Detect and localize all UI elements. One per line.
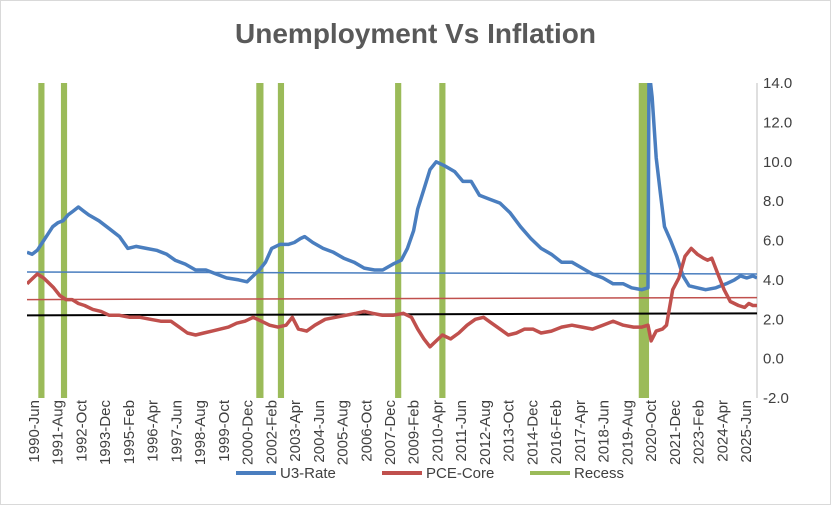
x-tick-label: 1999-Oct bbox=[216, 399, 233, 462]
x-tick-label: 2002-Feb bbox=[263, 400, 280, 464]
recession-bar bbox=[38, 83, 45, 398]
x-tick-label: 1995-Feb bbox=[121, 400, 138, 464]
y-tick-label: 14.0 bbox=[763, 75, 792, 92]
x-tick-label: 1993-Dec bbox=[97, 400, 114, 466]
recession-bar bbox=[60, 83, 68, 398]
x-tick-label: 2018-Jun bbox=[596, 400, 613, 463]
y-tick-label: 8.0 bbox=[763, 193, 784, 210]
x-tick-label: 2016-Feb bbox=[548, 400, 565, 464]
legend-label: Recess bbox=[574, 465, 624, 482]
x-tick-label: 2004-Jun bbox=[311, 400, 328, 463]
x-tick-label: 1998-Aug bbox=[192, 400, 209, 465]
x-tick-label: 2006-Oct bbox=[358, 399, 375, 462]
legend-label: U3-Rate bbox=[280, 465, 336, 482]
pce-average-line bbox=[26, 296, 758, 301]
x-tick-label: 2024-Apr bbox=[714, 400, 731, 462]
x-tick-label: 1990-Jun bbox=[26, 400, 43, 463]
x-tick-label: 1996-Apr bbox=[145, 400, 162, 462]
x-tick-label: 2000-Dec bbox=[240, 400, 257, 466]
x-tick-label: 1991-Aug bbox=[50, 400, 67, 465]
x-tick-label: 2023-Feb bbox=[691, 400, 708, 464]
x-tick-label: 1997-Jun bbox=[168, 400, 185, 463]
x-tick-label: 2007-Dec bbox=[382, 400, 399, 466]
y-tick-label: 10.0 bbox=[763, 154, 792, 171]
x-tick-label: 2012-Aug bbox=[477, 400, 494, 465]
y-tick-label: 4.0 bbox=[763, 272, 784, 289]
x-tick-label: 2011-Jun bbox=[453, 400, 470, 461]
series-line-u3-rate bbox=[27, 83, 757, 292]
y-tick-label: 0.0 bbox=[763, 351, 784, 368]
y-tick-label: -2.0 bbox=[763, 390, 789, 407]
x-tick-label: 2003-Apr bbox=[287, 400, 304, 462]
x-tick-label: 2010-Apr bbox=[429, 400, 446, 462]
y-tick-label: 2.0 bbox=[763, 311, 784, 328]
y-tick-label: 6.0 bbox=[763, 233, 784, 250]
x-tick-label: 2009-Feb bbox=[406, 400, 423, 464]
recession-bar bbox=[439, 83, 446, 398]
legend-label: PCE-Core bbox=[426, 465, 494, 482]
x-tick-label: 2005-Aug bbox=[335, 400, 352, 465]
series-line-pce-core bbox=[27, 246, 757, 349]
x-tick-label: 2019-Aug bbox=[619, 400, 636, 465]
chart-title: Unemployment Vs Inflation bbox=[235, 18, 596, 49]
recession-bar bbox=[256, 83, 264, 398]
x-tick-label: 2013-Oct bbox=[501, 399, 518, 462]
recession-bar bbox=[395, 83, 402, 398]
x-tick-label: 2020-Oct bbox=[643, 399, 660, 462]
recession-bar bbox=[277, 83, 285, 398]
recession-bar bbox=[638, 83, 650, 398]
x-tick-label: 2014-Dec bbox=[524, 400, 541, 466]
u3-average-line bbox=[26, 271, 758, 275]
y-tick-label: 12.0 bbox=[763, 114, 792, 131]
x-tick-label: 1992-Oct bbox=[73, 399, 90, 462]
x-tick-label: 2021-Dec bbox=[667, 400, 684, 466]
x-tick-label: 2017-Apr bbox=[572, 400, 589, 462]
x-tick-label: 2025-Jun bbox=[738, 400, 755, 463]
